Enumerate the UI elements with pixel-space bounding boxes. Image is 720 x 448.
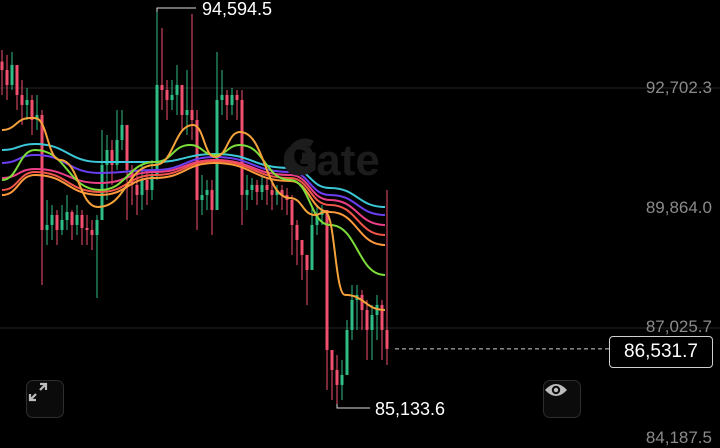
last-price-label: 86,531.7: [609, 336, 713, 368]
candle-body: [15, 64, 19, 95]
candle-body: [80, 214, 84, 228]
moving-average-line: [1, 153, 386, 216]
moving-average-line: [1, 159, 386, 236]
candle-body: [230, 94, 234, 105]
candles: [0, 8, 389, 408]
candle-body: [20, 94, 24, 105]
candle-body: [165, 89, 169, 100]
candle-body: [295, 224, 299, 240]
y-tick-label: 87,025.7: [645, 317, 712, 336]
candle-body: [110, 149, 114, 165]
candle-body: [250, 184, 254, 190]
candle-body: [380, 304, 384, 330]
candle-body: [200, 194, 204, 200]
candle-body: [180, 84, 184, 115]
candle-body: [150, 174, 154, 190]
low-price-label: 85,133.6: [375, 399, 446, 419]
candle-body: [190, 109, 194, 120]
candle-body: [220, 94, 224, 100]
candle-body: [350, 299, 354, 330]
candle-body: [265, 184, 269, 190]
candle-body: [345, 329, 349, 375]
low-marker-line: [336, 403, 370, 409]
candle-body: [335, 369, 339, 385]
candle-body: [10, 64, 14, 85]
candle-body: [0, 61, 4, 71]
candle-body: [70, 211, 74, 225]
candle-body: [155, 84, 159, 175]
moving-average-line: [1, 116, 386, 311]
candle-body: [75, 214, 79, 225]
high-marker-line: [156, 7, 196, 12]
candle-body: [30, 99, 34, 120]
y-tick-label: 84,187.5: [645, 428, 712, 447]
candle-body: [5, 70, 9, 85]
candle-body: [170, 94, 174, 100]
candle-body: [360, 294, 364, 310]
candle-body: [45, 224, 49, 230]
y-tick-label: 89,864.0: [645, 198, 712, 217]
candle-body: [210, 189, 214, 210]
candle-body: [55, 214, 59, 230]
candle-body: [240, 99, 244, 195]
candle-body: [50, 214, 54, 225]
candle-body: [145, 179, 149, 190]
toggle-indicators-button[interactable]: [543, 380, 581, 418]
gate-watermark: Gate: [282, 136, 380, 186]
candle-body: [315, 214, 319, 225]
high-price-label: 94,594.5: [202, 0, 273, 19]
candle-body: [225, 94, 229, 105]
gate-logo-icon: [287, 138, 316, 174]
candle-body: [340, 374, 344, 385]
candle-body: [255, 184, 259, 192]
fullscreen-button[interactable]: [26, 380, 64, 418]
candle-body: [235, 94, 239, 100]
candle-body: [60, 219, 64, 230]
candle-body: [120, 124, 124, 140]
candle-body: [135, 184, 139, 195]
candle-body: [260, 184, 264, 192]
candle-body: [280, 189, 284, 195]
moving-average-line: [1, 158, 386, 226]
candle-body: [25, 99, 29, 105]
candle-body: [140, 179, 144, 195]
candle-body: [300, 239, 304, 255]
moving-average-lines: [1, 116, 386, 311]
candle-body: [370, 314, 374, 330]
candle-body: [115, 139, 119, 165]
price-markers: [156, 7, 609, 409]
eye-icon: [545, 384, 567, 396]
candle-body: [290, 199, 294, 225]
candle-body: [275, 189, 279, 195]
candle-body: [175, 84, 179, 95]
candle-body: [95, 219, 99, 235]
candle-body: [365, 309, 369, 330]
candle-body: [310, 224, 314, 270]
candle-body: [90, 229, 94, 235]
candle-body: [185, 109, 189, 115]
candle-body: [385, 329, 389, 349]
moving-average-line: [1, 161, 386, 246]
expand-arrows-icon: [28, 382, 48, 402]
candle-body: [125, 124, 129, 170]
candle-body: [65, 211, 69, 220]
candle-body: [270, 189, 274, 195]
candle-body: [205, 189, 209, 195]
candle-body: [160, 84, 164, 90]
candle-body: [305, 254, 309, 270]
candle-body: [325, 209, 329, 350]
y-tick-label: 92,702.3: [645, 78, 712, 97]
candle-body: [330, 349, 334, 370]
candle-body: [245, 189, 249, 195]
candle-body: [85, 227, 89, 230]
candle-body: [105, 149, 109, 165]
